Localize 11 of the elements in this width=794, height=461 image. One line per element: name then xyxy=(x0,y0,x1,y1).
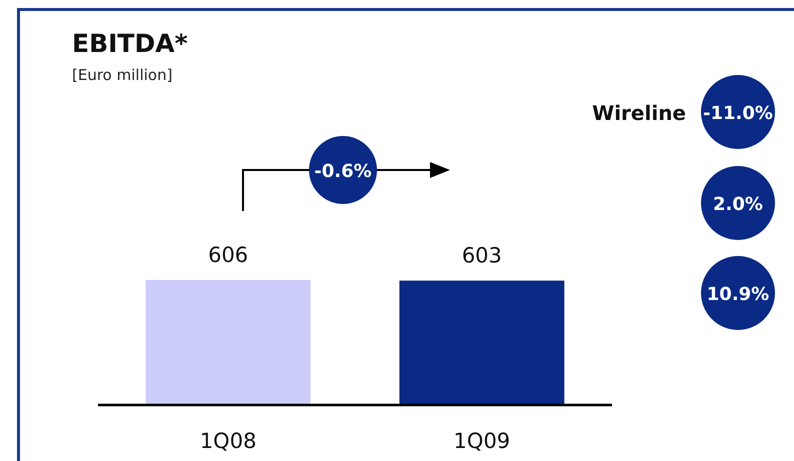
chart-subtitle: [Euro million] xyxy=(72,66,172,84)
data-label: 603 xyxy=(462,244,502,268)
text: Wireline xyxy=(592,101,686,125)
text: 10.9% xyxy=(706,284,770,305)
text: -11.0% xyxy=(703,103,773,124)
data-label: 606 xyxy=(208,243,248,267)
chart-title: EBITDA* xyxy=(72,29,188,58)
x-tick-label: 1Q09 xyxy=(454,428,510,453)
text: -0.6% xyxy=(314,161,372,182)
text: 2.0% xyxy=(713,194,763,215)
x-tick-label: 1Q08 xyxy=(200,428,256,453)
